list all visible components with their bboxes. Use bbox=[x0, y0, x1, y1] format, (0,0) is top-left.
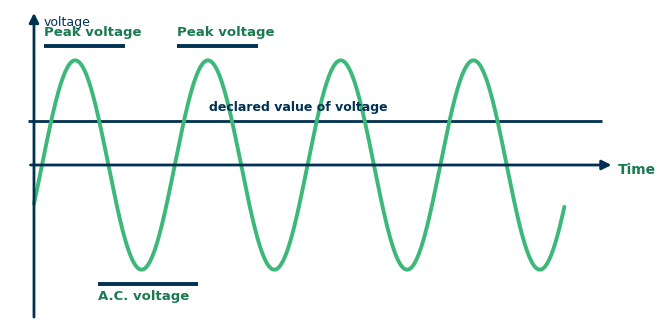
Text: voltage: voltage bbox=[44, 16, 90, 29]
Text: Time: Time bbox=[617, 163, 655, 177]
Text: Peak voltage: Peak voltage bbox=[44, 26, 141, 39]
Text: Peak voltage: Peak voltage bbox=[177, 26, 275, 39]
Text: A.C. voltage: A.C. voltage bbox=[98, 289, 189, 303]
Text: declared value of voltage: declared value of voltage bbox=[209, 101, 387, 114]
